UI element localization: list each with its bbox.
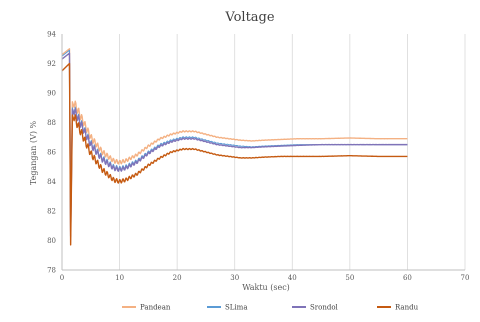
x-tick-label: 70 xyxy=(461,274,470,282)
y-tick-label: 80 xyxy=(47,237,56,245)
x-tick-label: 60 xyxy=(403,274,412,282)
chart-legend: Pandean SLima Srondol Randu xyxy=(122,304,419,312)
series-line-srondol xyxy=(61,52,408,237)
x-tick-label: 0 xyxy=(60,274,64,282)
series-line-pandean xyxy=(61,48,408,233)
x-tick-label: 40 xyxy=(288,274,297,282)
x-tick-label: 50 xyxy=(345,274,354,282)
legend-label: Srondol xyxy=(310,304,339,312)
y-tick-label: 88 xyxy=(47,119,56,127)
y-tick-label: 78 xyxy=(47,267,56,275)
y-axis-label: Tegangan (V) % xyxy=(29,120,38,185)
y-tick-label: 90 xyxy=(47,90,56,98)
series-line-randu xyxy=(61,62,408,246)
chart-series xyxy=(61,48,408,246)
x-axis-label: Waktu (sec) xyxy=(242,283,290,292)
y-tick-label: 84 xyxy=(47,178,56,186)
chart-ticks: 0 10 20 30 40 50 60 70 78 80 82 84 86 88 90 92 94 xyxy=(47,31,469,283)
x-tick-label: 10 xyxy=(115,274,124,282)
y-tick-label: 94 xyxy=(47,31,56,39)
chart-grid xyxy=(119,34,466,270)
x-tick-label: 30 xyxy=(230,274,239,282)
legend-label: Randu xyxy=(395,304,419,312)
legend-label: SLima xyxy=(225,304,248,312)
y-tick-label: 92 xyxy=(47,60,56,68)
chart-axes xyxy=(61,34,465,271)
y-tick-label: 86 xyxy=(47,149,56,157)
x-tick-label: 20 xyxy=(173,274,182,282)
chart-title: Voltage xyxy=(224,10,274,25)
y-tick-label: 82 xyxy=(47,208,56,216)
legend-label: Pandean xyxy=(140,304,171,312)
